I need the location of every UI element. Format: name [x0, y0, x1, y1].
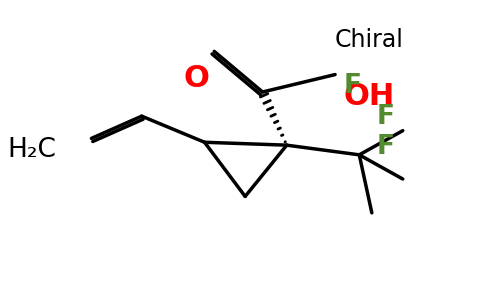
- Text: F: F: [377, 103, 394, 130]
- Text: F: F: [377, 134, 394, 160]
- Text: O: O: [183, 64, 209, 93]
- Text: OH: OH: [344, 82, 395, 111]
- Text: H₂C: H₂C: [7, 137, 56, 163]
- Text: F: F: [344, 73, 362, 99]
- Text: Chiral: Chiral: [334, 28, 403, 52]
